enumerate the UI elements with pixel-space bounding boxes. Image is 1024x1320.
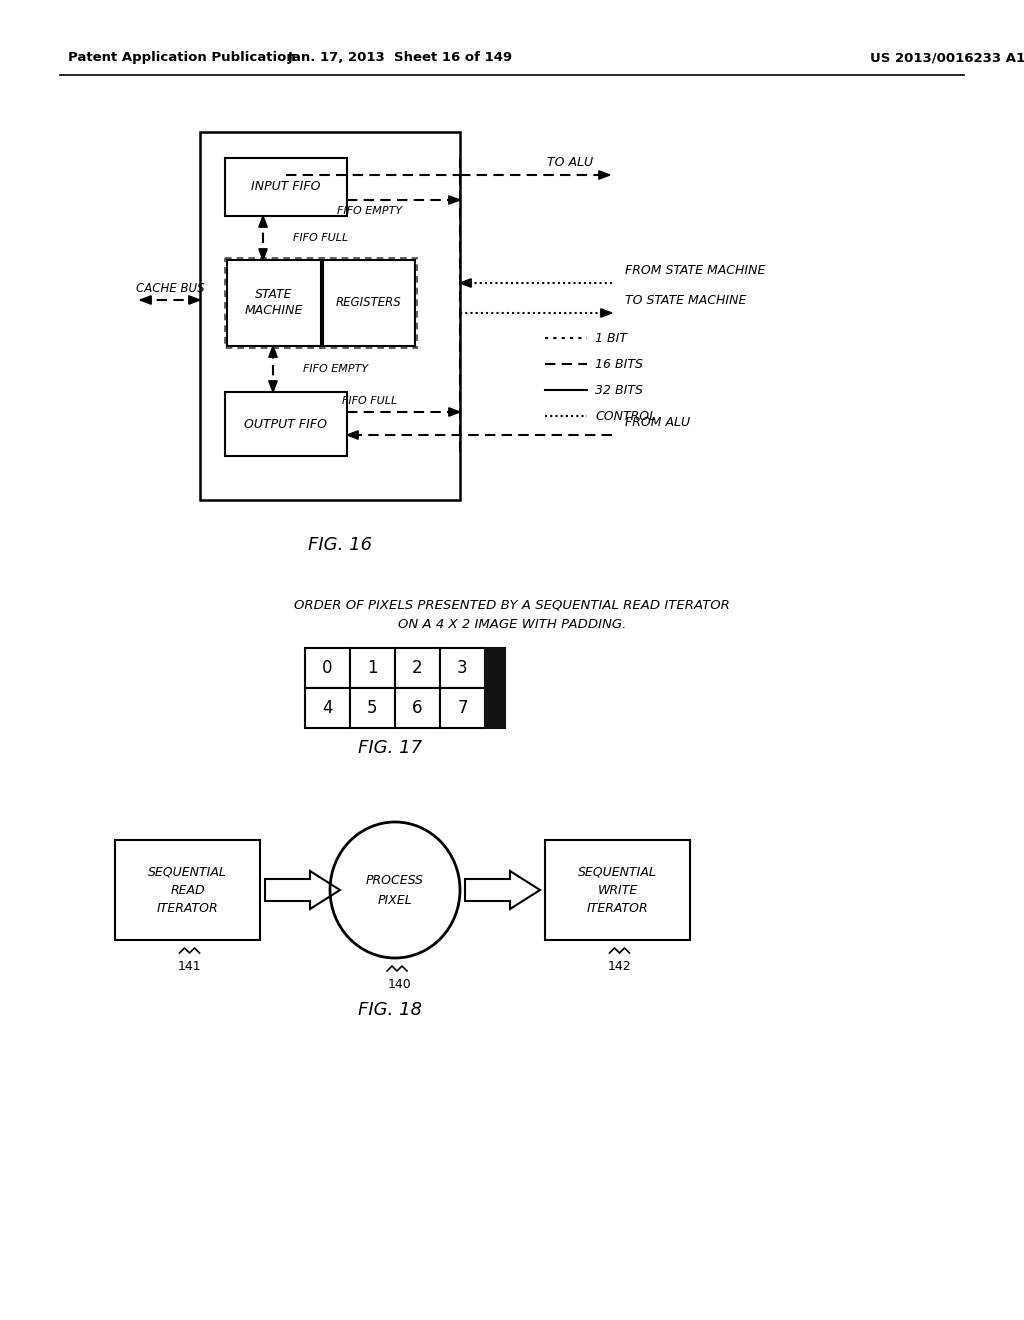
Text: 32 BITS: 32 BITS	[595, 384, 643, 396]
Text: 3: 3	[457, 659, 468, 677]
Text: SEQUENTIAL: SEQUENTIAL	[148, 866, 227, 879]
Bar	[440, 688, 485, 729]
Text: FIG. 18: FIG. 18	[358, 1001, 422, 1019]
Text: TO STATE MACHINE: TO STATE MACHINE	[625, 294, 746, 308]
Polygon shape	[188, 296, 200, 304]
Bar	[200, 132, 460, 500]
Text: US 2013/0016233 A1: US 2013/0016233 A1	[870, 51, 1024, 65]
Text: 0: 0	[323, 659, 333, 677]
Polygon shape	[259, 216, 267, 227]
Polygon shape	[347, 430, 358, 440]
Text: TO ALU: TO ALU	[547, 157, 593, 169]
Text: FIFO FULL: FIFO FULL	[293, 234, 348, 243]
Bar	[115, 840, 260, 940]
Text: WRITE: WRITE	[597, 883, 638, 896]
Bar	[350, 688, 395, 729]
Polygon shape	[460, 279, 471, 288]
Text: INPUT FIFO: INPUT FIFO	[251, 181, 321, 194]
Text: 141: 141	[178, 961, 202, 974]
Text: ITERATOR: ITERATOR	[587, 902, 648, 915]
Text: 2: 2	[413, 659, 423, 677]
Bar	[440, 648, 485, 688]
Polygon shape	[140, 296, 152, 304]
Text: FIG. 17: FIG. 17	[358, 739, 422, 756]
Bar	[305, 648, 350, 688]
Text: 7: 7	[458, 700, 468, 717]
Text: 1 BIT: 1 BIT	[595, 331, 627, 345]
Bar	[225, 392, 347, 455]
Bar	[350, 648, 395, 688]
Polygon shape	[465, 871, 540, 909]
Text: FIG. 16: FIG. 16	[308, 536, 372, 554]
Text: MACHINE: MACHINE	[245, 305, 303, 318]
Text: FIFO EMPTY: FIFO EMPTY	[303, 364, 368, 374]
Text: FIFO FULL: FIFO FULL	[342, 396, 397, 407]
Text: ITERATOR: ITERATOR	[157, 902, 218, 915]
Text: SEQUENTIAL: SEQUENTIAL	[579, 866, 657, 879]
Text: ON A 4 X 2 IMAGE WITH PADDING.: ON A 4 X 2 IMAGE WITH PADDING.	[397, 618, 627, 631]
Text: OUTPUT FIFO: OUTPUT FIFO	[245, 417, 328, 430]
Polygon shape	[599, 170, 610, 180]
Text: 6: 6	[413, 700, 423, 717]
Text: Jan. 17, 2013  Sheet 16 of 149: Jan. 17, 2013 Sheet 16 of 149	[288, 51, 513, 65]
Text: READ: READ	[170, 883, 205, 896]
Text: PROCESS: PROCESS	[366, 874, 424, 887]
Bar	[545, 840, 690, 940]
Text: CACHE BUS: CACHE BUS	[136, 281, 205, 294]
Text: CONTROL: CONTROL	[595, 409, 656, 422]
Polygon shape	[268, 380, 278, 392]
Bar	[395, 648, 440, 688]
Text: 16 BITS: 16 BITS	[595, 358, 643, 371]
Polygon shape	[259, 248, 267, 260]
Bar	[485, 648, 505, 688]
Text: FIFO EMPTY: FIFO EMPTY	[338, 206, 402, 216]
Bar	[323, 260, 415, 346]
Text: FROM ALU: FROM ALU	[625, 417, 690, 429]
Text: ORDER OF PIXELS PRESENTED BY A SEQUENTIAL READ ITERATOR: ORDER OF PIXELS PRESENTED BY A SEQUENTIA…	[294, 598, 730, 611]
Bar	[225, 158, 347, 216]
Bar	[225, 257, 417, 348]
Text: 140: 140	[388, 978, 412, 991]
Text: REGISTERS: REGISTERS	[336, 297, 401, 309]
Polygon shape	[449, 195, 460, 205]
Bar	[395, 688, 440, 729]
Text: 1: 1	[368, 659, 378, 677]
Text: 5: 5	[368, 700, 378, 717]
Polygon shape	[268, 346, 278, 358]
Bar	[227, 260, 321, 346]
Bar	[305, 688, 350, 729]
Text: PIXEL: PIXEL	[378, 894, 413, 907]
Polygon shape	[601, 309, 612, 317]
Text: 142: 142	[607, 961, 632, 974]
Text: 4: 4	[323, 700, 333, 717]
Text: FROM STATE MACHINE: FROM STATE MACHINE	[625, 264, 765, 277]
Text: Patent Application Publication: Patent Application Publication	[68, 51, 296, 65]
Polygon shape	[449, 408, 460, 416]
Polygon shape	[265, 871, 340, 909]
Text: STATE: STATE	[255, 289, 293, 301]
Bar	[485, 688, 505, 729]
